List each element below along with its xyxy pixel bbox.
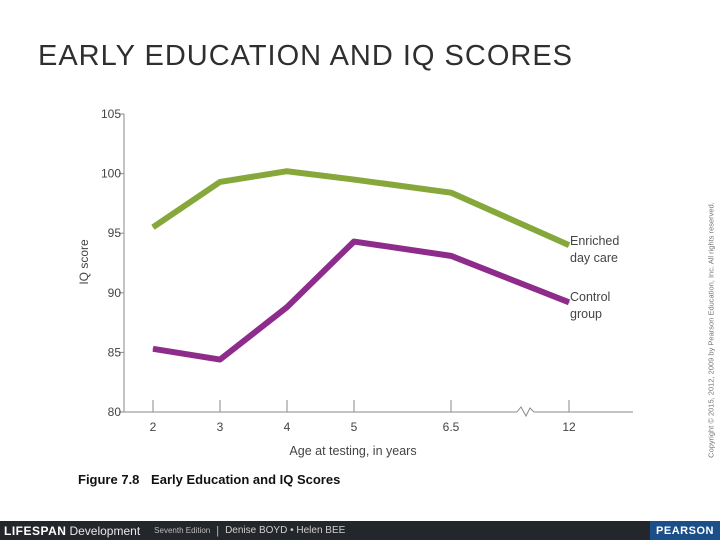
series-label: Enriched — [570, 234, 619, 248]
footer-separator: | — [216, 524, 220, 537]
footer-bar: LIFESPAN Development Seventh Edition | D… — [0, 521, 720, 540]
slide-title: EARLY EDUCATION AND IQ SCORES — [38, 40, 573, 72]
copyright-notice: Copyright © 2015, 2012, 2009 by Pearson … — [706, 202, 716, 458]
publisher-logo: PEARSON — [650, 521, 720, 540]
data-point — [353, 241, 355, 243]
data-point — [152, 348, 154, 350]
data-point — [353, 179, 355, 181]
data-point — [450, 255, 452, 257]
y-axis: 80 85 90 95 100 105 IQ score — [77, 107, 125, 419]
y-tick-label: 80 — [108, 405, 122, 419]
x-tick-label: 6.5 — [443, 420, 460, 434]
footer-authors: Denise BOYD • Helen BEE — [225, 525, 346, 536]
footer-brand-sub: Development — [69, 523, 141, 538]
data-point — [450, 192, 452, 194]
series-labels: Enriched day care Control group — [570, 234, 619, 321]
figure-caption: Figure 7.8 Early Education and IQ Scores — [78, 472, 340, 487]
data-point — [568, 244, 570, 246]
series-line — [151, 168, 571, 248]
x-tick-label: 5 — [351, 420, 358, 434]
x-tick-label: 3 — [217, 420, 224, 434]
y-tick-label: 85 — [108, 345, 122, 359]
series-label: Control — [570, 290, 610, 304]
data-point — [219, 181, 221, 183]
series-label: group — [570, 307, 602, 321]
figure-number: Figure 7.8 — [78, 472, 140, 487]
data-point — [219, 359, 221, 361]
footer-brand-main: LIFESPAN — [4, 523, 67, 538]
data-point — [568, 301, 570, 303]
x-axis: 2 3 4 5 6.5 12 Age at testing, in years — [124, 400, 633, 458]
data-point — [152, 226, 154, 228]
line-chart: 80 85 90 95 100 105 IQ score 2 3 4 5 6.5 12 Age at t… — [77, 107, 633, 458]
x-axis-label: Age at testing, in years — [289, 444, 416, 458]
data-point — [286, 170, 288, 172]
y-tick-label: 95 — [108, 226, 122, 240]
y-tick-label: 105 — [101, 107, 121, 121]
series-lines — [151, 168, 571, 363]
y-axis-label: IQ score — [77, 239, 91, 285]
x-tick-label: 4 — [284, 420, 291, 434]
data-point — [286, 306, 288, 308]
axis-break-marker — [516, 406, 535, 418]
y-tick-label: 90 — [108, 286, 122, 300]
series-line — [152, 238, 571, 363]
y-tick-label: 100 — [101, 167, 121, 181]
x-tick-label: 12 — [562, 420, 576, 434]
x-tick-label: 2 — [150, 420, 157, 434]
figure-title: Early Education and IQ Scores — [151, 472, 341, 487]
footer-edition: Seventh Edition — [154, 526, 211, 535]
series-label: day care — [570, 251, 618, 265]
